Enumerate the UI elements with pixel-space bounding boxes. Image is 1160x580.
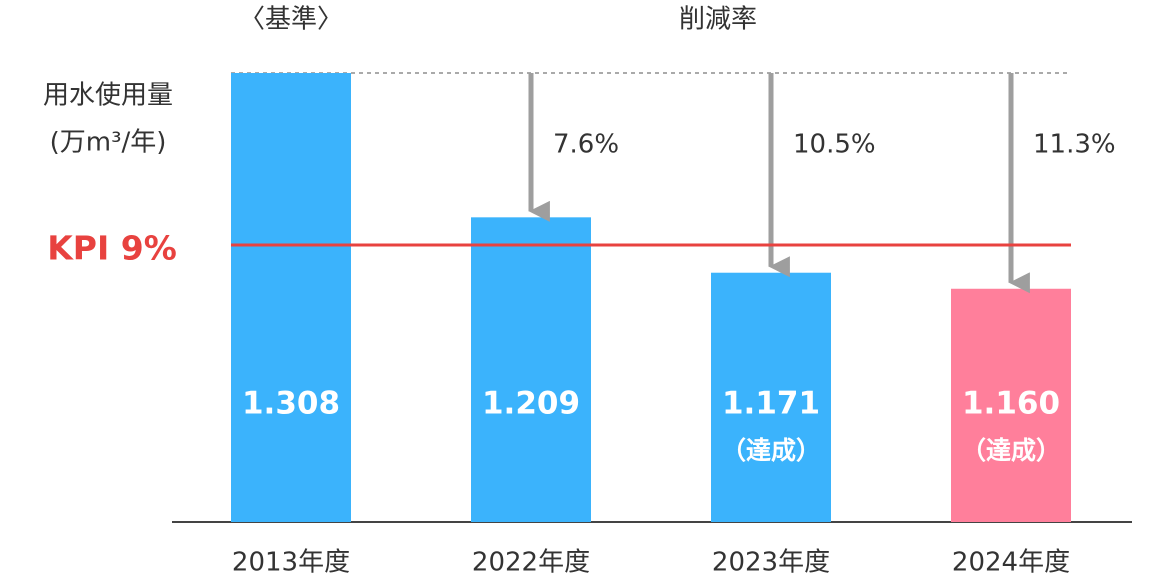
- achieved-note: （達成）: [961, 436, 1061, 465]
- x-tick-label: 2024年度: [952, 548, 1070, 578]
- value-label: 1.308: [242, 386, 340, 422]
- bar: [471, 217, 591, 523]
- x-tick-label: 2023年度: [712, 548, 830, 578]
- x-tick-label: 2013年度: [232, 548, 350, 578]
- y-axis-label: 用水使用量: [43, 81, 173, 111]
- reduction-label: 7.6%: [553, 130, 619, 160]
- x-tick-label: 2022年度: [472, 548, 590, 578]
- value-label: 1.160: [962, 386, 1060, 422]
- value-label: 1.209: [482, 386, 580, 422]
- bar: [711, 272, 831, 522]
- y-axis-unit: (万m³/年): [50, 128, 167, 158]
- reduction-label: 11.3%: [1033, 130, 1116, 160]
- achieved-note: （達成）: [721, 436, 821, 465]
- chart-title: 削減率: [679, 5, 757, 35]
- bar: [231, 73, 351, 522]
- value-label: 1.171: [722, 386, 820, 422]
- bar: [951, 288, 1071, 522]
- reduction-label: 10.5%: [793, 130, 876, 160]
- kpi-label: KPI 9%: [47, 229, 177, 268]
- baseline-label: 〈基準〉: [239, 5, 343, 35]
